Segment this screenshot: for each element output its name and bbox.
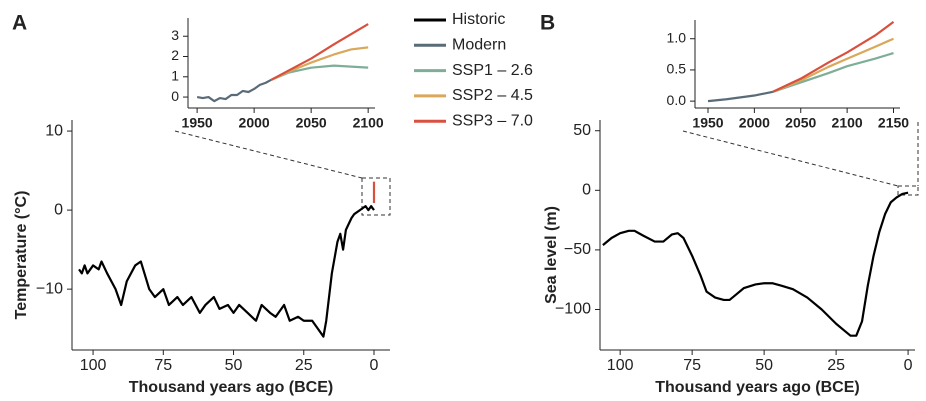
x-tick-label: 2050: [785, 115, 816, 131]
panel-label: B: [540, 12, 555, 35]
x-axis-label: Thousand years ago (BCE): [655, 379, 859, 396]
series-line: [772, 20, 895, 93]
x-tick-label: 50: [225, 357, 243, 374]
x-tick-label: 2050: [296, 115, 327, 131]
x-tick-label: 2100: [832, 115, 863, 131]
x-tick-label: 25: [295, 357, 313, 374]
zoom-box: [361, 177, 391, 216]
y-tick-label: 0.0: [667, 92, 687, 108]
zoom-connector: [174, 130, 363, 179]
x-tick-label: 1950: [692, 115, 723, 131]
x-tick-label: 75: [154, 357, 172, 374]
x-tick-label: 1950: [182, 115, 213, 131]
y-axis-label: Sea level (m): [543, 206, 560, 304]
x-tick-label: 2000: [739, 115, 770, 131]
y-tick-label: 1: [171, 67, 179, 83]
panel-label: A: [12, 12, 27, 35]
y-tick-label: 2: [171, 47, 179, 63]
zoom-box: [897, 185, 919, 196]
y-tick-label: 0: [171, 88, 179, 104]
legend-label: SSP1 – 2.6: [452, 62, 533, 79]
y-tick-label: 10: [45, 122, 63, 139]
y-tick-label: −10: [36, 280, 63, 297]
y-tick-label: 0.5: [667, 61, 687, 77]
y-tick-label: −100: [555, 301, 591, 318]
series-line: [602, 191, 909, 337]
legend-label: Modern: [452, 37, 506, 54]
y-tick-label: 0: [54, 201, 63, 218]
legend-label: SSP3 – 7.0: [452, 112, 533, 129]
x-tick-label: 50: [755, 357, 773, 374]
x-tick-label: 0: [904, 357, 913, 374]
series-line: [772, 52, 894, 93]
x-tick-label: 75: [683, 357, 701, 374]
x-tick-label: 100: [607, 357, 634, 374]
series-line: [270, 23, 369, 81]
series-line: [772, 37, 894, 93]
x-tick-label: 25: [827, 357, 845, 374]
x-tick-label: 100: [80, 357, 107, 374]
series-line: [196, 78, 272, 103]
series-line: [707, 90, 774, 103]
legend-label: SSP2 – 4.5: [452, 87, 533, 104]
y-tick-label: 3: [171, 27, 179, 43]
legend: Historic Modern SSP1 – 2.6 SSP2 – 4.5 SSP3 –…: [414, 11, 533, 129]
y-tick-label: −50: [564, 241, 591, 258]
x-tick-label: 2000: [239, 115, 270, 131]
y-tick-label: 0: [582, 182, 591, 199]
x-axis-label: Thousand years ago (BCE): [129, 379, 333, 396]
y-tick-label: 1.0: [667, 29, 687, 45]
y-axis-label: Temperature (°C): [13, 191, 30, 320]
series-line: [78, 205, 375, 338]
y-tick-label: 50: [573, 122, 591, 139]
x-tick-label: 2150: [878, 115, 909, 131]
legend-label: Historic: [452, 11, 505, 28]
x-tick-label: 2100: [353, 115, 384, 131]
x-tick-label: 0: [370, 357, 379, 374]
zoom-connector: [682, 130, 899, 187]
